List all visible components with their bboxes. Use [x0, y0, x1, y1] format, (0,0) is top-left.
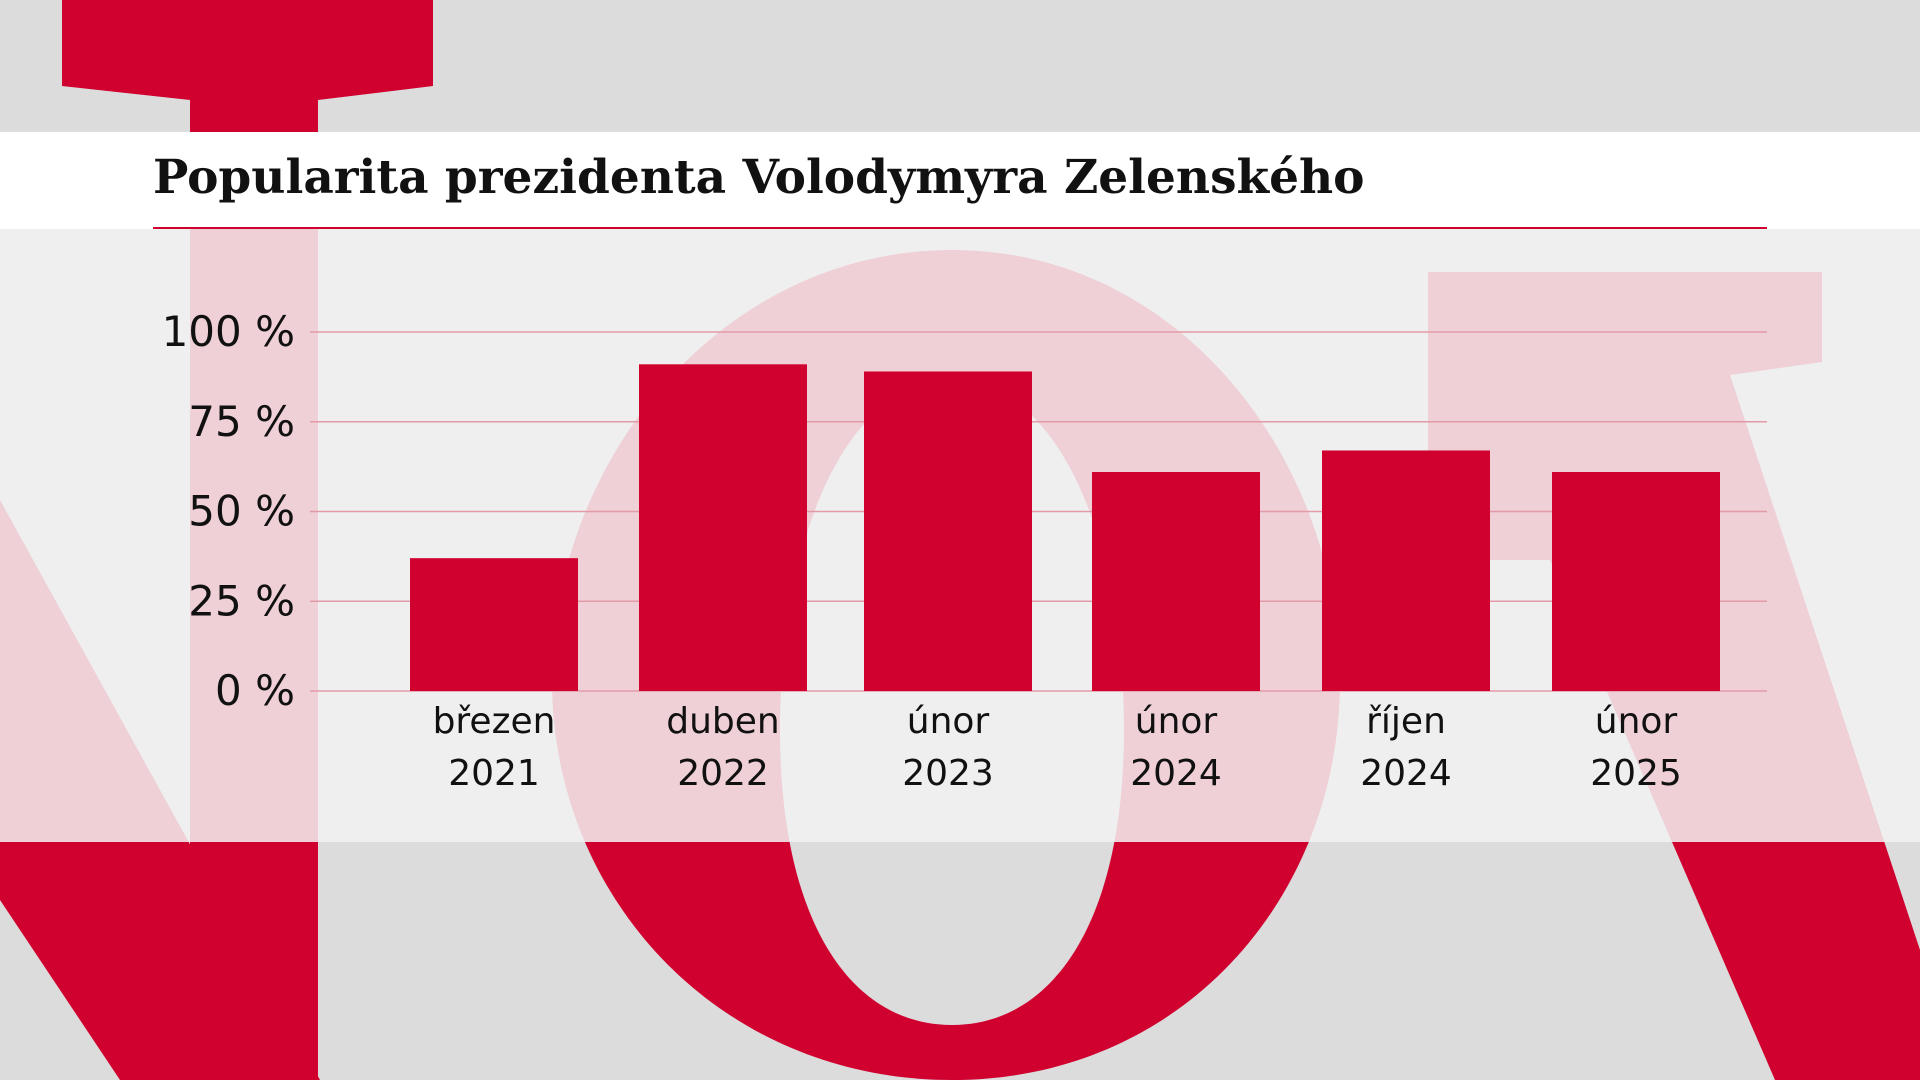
x-tick-label: 2024 — [1360, 753, 1452, 794]
y-tick-label: 25 % — [188, 576, 295, 625]
x-tick-label: březen — [433, 701, 556, 742]
title-bar — [0, 132, 1920, 229]
bar — [864, 371, 1032, 691]
bar — [1552, 472, 1720, 691]
x-axis-ticks: březen 2021 duben 2022 únor 2023 únor 2024 říjen… — [433, 701, 1682, 794]
bar — [1092, 472, 1260, 691]
y-axis-ticks: 0 % 25 % 50 % 75 % 100 % — [162, 307, 295, 715]
x-tick-label: říjen — [1366, 701, 1446, 742]
x-tick-label: 2023 — [902, 753, 994, 794]
bar — [639, 364, 807, 691]
bar — [1322, 450, 1490, 691]
title-rule — [153, 227, 1767, 229]
x-tick-label: únor — [1135, 701, 1218, 742]
x-tick-label: únor — [907, 701, 990, 742]
x-tick-label: únor — [1595, 701, 1678, 742]
x-tick-label: duben — [666, 701, 779, 742]
x-tick-label: 2024 — [1130, 753, 1222, 794]
y-tick-label: 50 % — [188, 487, 295, 536]
y-tick-label: 75 % — [188, 397, 295, 446]
x-tick-label: 2025 — [1590, 753, 1682, 794]
y-tick-label: 100 % — [162, 307, 295, 356]
bar — [410, 558, 578, 691]
y-tick-label: 0 % — [215, 666, 295, 715]
chart-title: Popularita prezidenta Volodymyra Zelensk… — [153, 150, 1365, 205]
x-tick-label: 2021 — [448, 753, 540, 794]
bars — [410, 364, 1720, 691]
x-tick-label: 2022 — [677, 753, 769, 794]
